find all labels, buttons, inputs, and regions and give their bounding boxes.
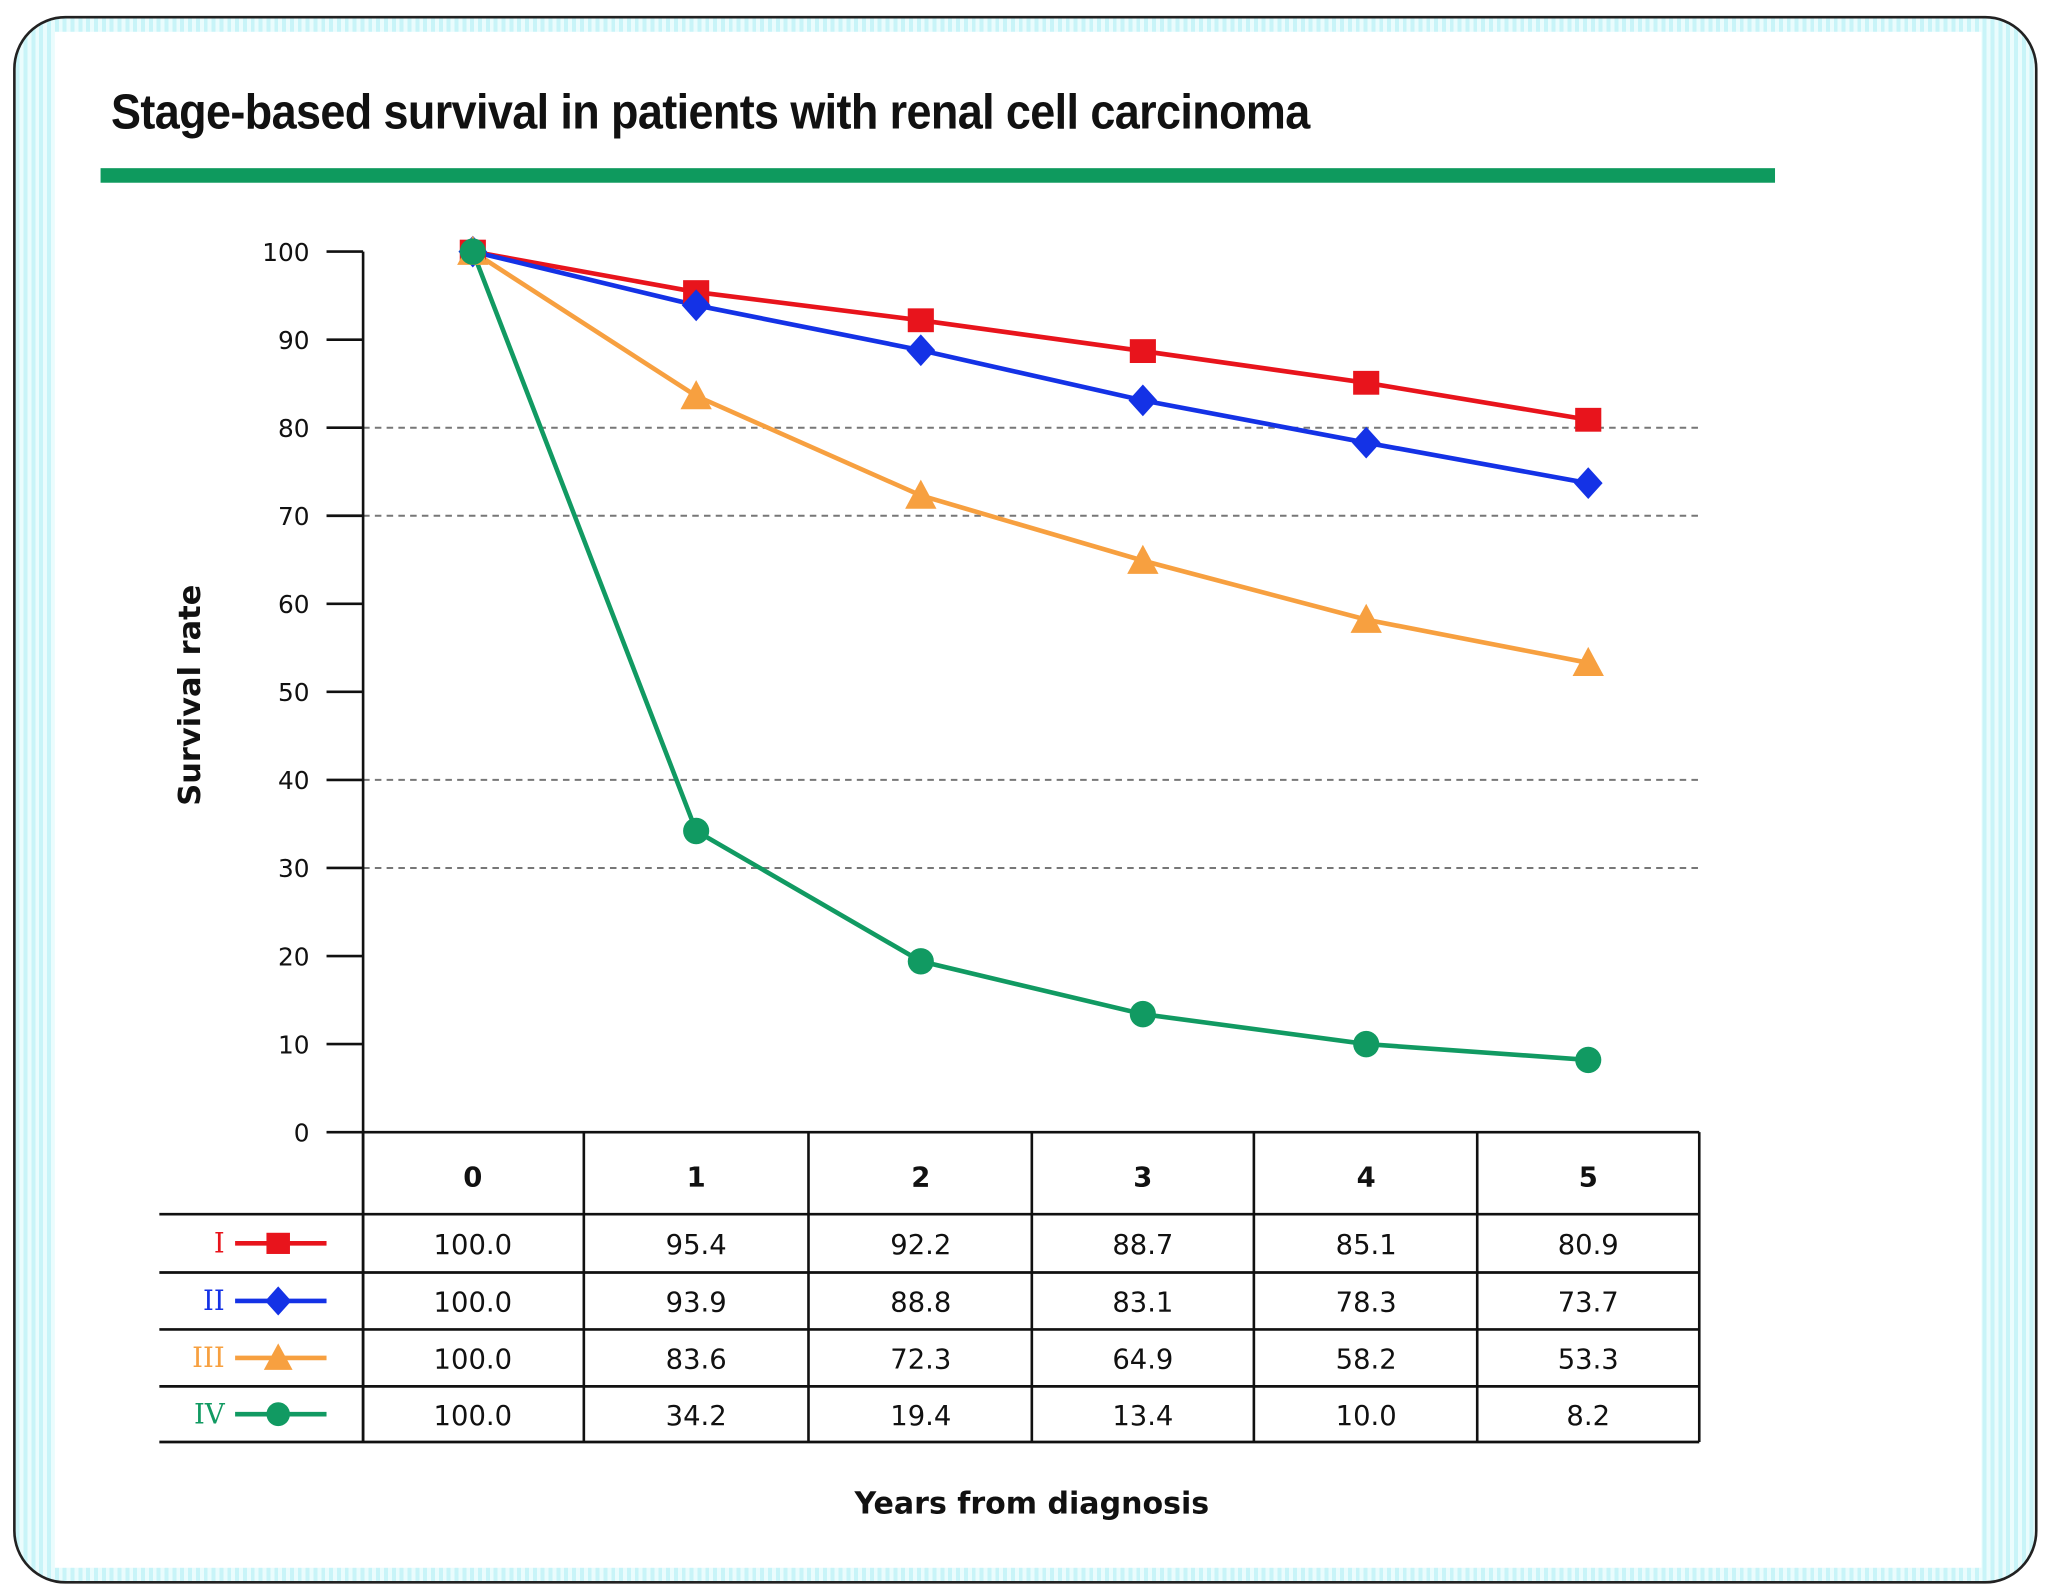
data-point-IV — [1129, 1000, 1156, 1028]
table-cell: 64.9 — [1112, 1342, 1173, 1375]
y-axis-label: Survival rate — [173, 585, 208, 806]
x-axis-label: Years from diagnosis — [854, 1486, 1210, 1521]
table-cell: 78.3 — [1336, 1285, 1397, 1318]
slide: Stage-based survival in patients with re… — [13, 15, 2038, 1584]
table-cell: 72.3 — [890, 1342, 951, 1375]
data-point-III — [1350, 603, 1382, 633]
y-tick-label: 0 — [294, 1118, 310, 1147]
data-point-II — [906, 334, 936, 367]
legend-marker-IV — [266, 1402, 290, 1427]
table-cell: 100.0 — [434, 1228, 513, 1261]
data-point-IV — [683, 817, 710, 845]
table-cell: 19.4 — [890, 1399, 951, 1432]
table-cell: 34.2 — [666, 1399, 727, 1432]
table-cell: 100.0 — [434, 1285, 513, 1318]
table-header-year: 3 — [1133, 1160, 1152, 1193]
data-point-III — [1127, 544, 1159, 574]
data-point-I — [907, 308, 934, 333]
series-line-IV — [470, 250, 1589, 1063]
table-cell: 100.0 — [434, 1399, 513, 1432]
series-line-II — [472, 249, 1589, 486]
table-cell: 58.2 — [1336, 1342, 1397, 1375]
data-point-III — [1572, 646, 1604, 677]
title-underline-bar — [100, 168, 1776, 183]
table-cell: 80.9 — [1558, 1228, 1619, 1261]
data-point-II — [1128, 384, 1158, 417]
table-header-year: 0 — [463, 1160, 482, 1193]
chart-title: Stage-based survival in patients with re… — [111, 84, 1310, 140]
table-cell: 88.7 — [1112, 1228, 1173, 1261]
data-point-III — [680, 380, 712, 410]
y-tick-label: 30 — [278, 854, 310, 883]
table-header-year: 1 — [687, 1160, 706, 1193]
data-point-I — [1353, 370, 1380, 395]
legend-stage-label: IV — [194, 1397, 226, 1430]
data-point-IV — [1353, 1030, 1380, 1058]
data-point-IV — [1575, 1046, 1602, 1074]
table-cell: 93.9 — [666, 1285, 727, 1318]
table-header-year: 2 — [911, 1160, 930, 1193]
legend-stage-label: I — [214, 1226, 225, 1259]
series-line-I — [472, 249, 1589, 423]
legend-marker-II — [265, 1286, 292, 1316]
series-line-III — [471, 249, 1589, 666]
table-cell: 10.0 — [1336, 1399, 1397, 1432]
table-cell: 73.7 — [1558, 1285, 1619, 1318]
table-cell: 100.0 — [434, 1342, 513, 1375]
legend-stage-label: III — [192, 1341, 224, 1374]
y-tick-label: 70 — [278, 502, 310, 531]
y-tick-label: 50 — [278, 678, 310, 707]
y-tick-label: 60 — [278, 590, 310, 619]
y-tick-label: 80 — [278, 414, 310, 443]
legend-stage-label: II — [203, 1284, 225, 1317]
y-tick-label: 90 — [278, 326, 310, 355]
table-cell: 13.4 — [1112, 1399, 1173, 1432]
table-header-year: 5 — [1579, 1160, 1598, 1193]
legend-marker-III — [263, 1343, 293, 1370]
table-cell: 8.2 — [1566, 1399, 1610, 1432]
slide-frame — [13, 15, 2038, 1584]
y-tick-label: 10 — [278, 1030, 310, 1059]
y-tick-label: 20 — [278, 942, 310, 971]
table-cell: 88.8 — [890, 1285, 951, 1318]
data-point-II — [1351, 426, 1381, 459]
data-point-IV — [907, 948, 934, 975]
table-cell: 95.4 — [666, 1228, 727, 1261]
table-header-year: 4 — [1357, 1160, 1376, 1193]
data-point-III — [905, 479, 937, 509]
table-cell: 85.1 — [1336, 1228, 1397, 1261]
y-tick-label: 100 — [262, 238, 309, 267]
data-point-IV — [459, 238, 486, 265]
table-cell: 83.1 — [1112, 1285, 1173, 1318]
slide-content-area — [54, 31, 1982, 1568]
table-cell: 92.2 — [890, 1228, 951, 1261]
table-cell: 53.3 — [1558, 1342, 1619, 1375]
y-tick-label: 40 — [278, 766, 310, 795]
legend-marker-I — [266, 1232, 290, 1254]
data-point-I — [1575, 407, 1602, 432]
data-point-II — [1573, 467, 1603, 500]
table-cell: 83.6 — [666, 1342, 727, 1375]
data-point-I — [1129, 339, 1156, 364]
